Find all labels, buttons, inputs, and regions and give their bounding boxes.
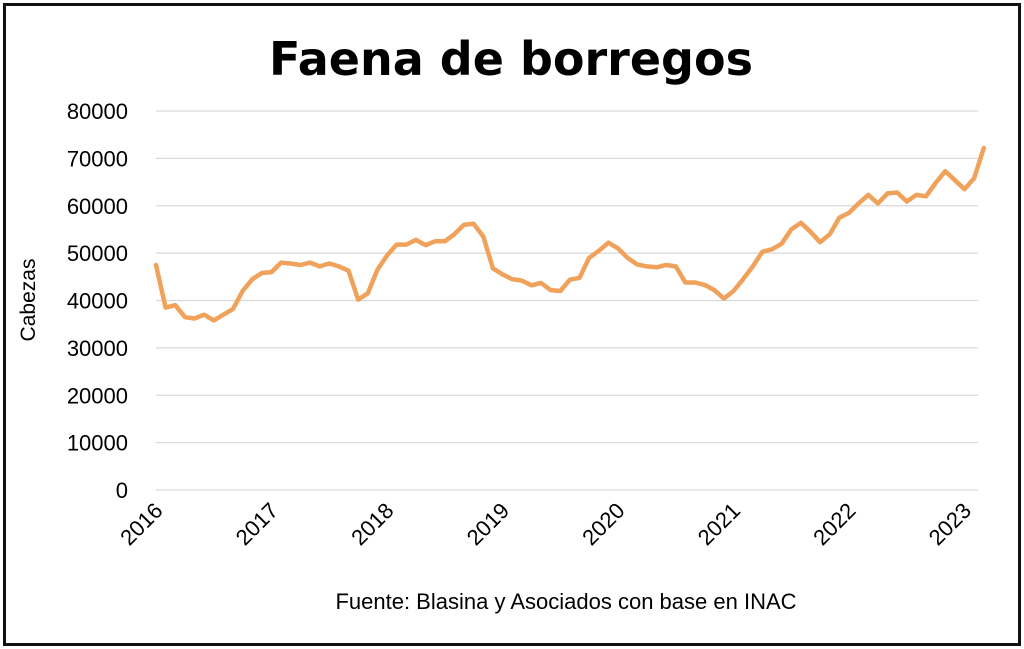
x-tick-label: 2020	[577, 498, 629, 550]
source-note: Fuente: Blasina y Asociados con base en …	[335, 589, 796, 614]
chart-title: Faena de borregos	[269, 32, 753, 86]
y-tick-label: 60000	[67, 194, 128, 219]
series-layer	[153, 145, 987, 323]
y-tick-label: 40000	[67, 289, 128, 314]
y-tick-label: 70000	[67, 146, 128, 171]
y-tick-labels: 0 10000 20000 30000 40000 50000 60000 70000 8000…	[67, 99, 128, 503]
x-tick-label: 2016	[115, 498, 167, 550]
x-tick-labels: 2016 2017 2018 2019 2020 2021 2022 2023	[115, 498, 976, 550]
x-tick-label: 2017	[231, 498, 283, 550]
y-tick-label: 10000	[67, 431, 128, 456]
y-tick-label: 50000	[67, 241, 128, 266]
y-tick-label: 30000	[67, 336, 128, 361]
x-tick-label: 2019	[462, 498, 514, 550]
x-tick-label: 2023	[924, 498, 976, 550]
y-tick-label: 0	[116, 478, 128, 503]
chart-frame	[3, 3, 1021, 646]
x-tick-label: 2018	[346, 498, 398, 550]
series-line	[153, 145, 987, 323]
x-tick-label: 2021	[693, 498, 745, 550]
y-tick-label: 20000	[67, 383, 128, 408]
y-axis-label: Cabezas	[17, 259, 40, 342]
series-points	[156, 148, 984, 321]
x-tick-label: 2022	[808, 498, 860, 550]
y-tick-label: 80000	[67, 99, 128, 124]
gridlines	[156, 110, 978, 491]
